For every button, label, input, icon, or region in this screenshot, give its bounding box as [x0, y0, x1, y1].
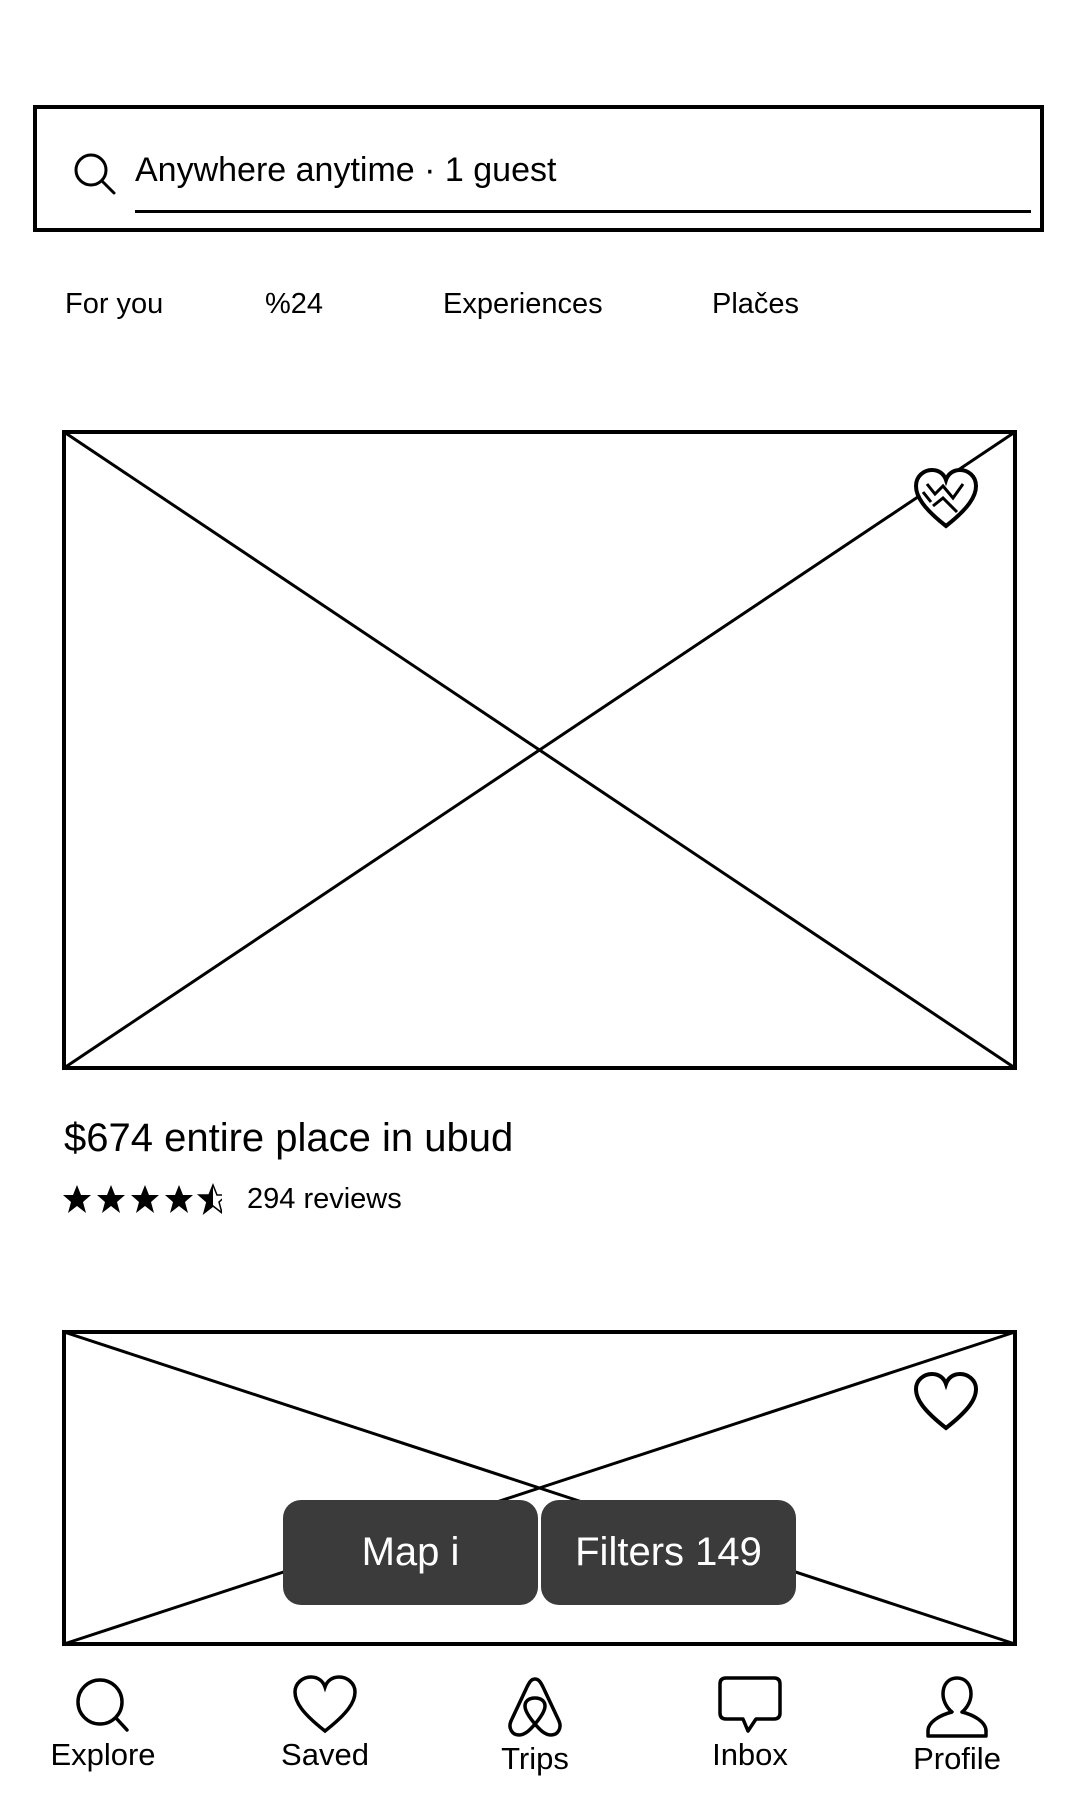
bottom-nav: Explore Saved Trips Inbox Profile	[0, 1665, 1080, 1800]
tab-for-you[interactable]: For you	[65, 288, 164, 320]
filters-button[interactable]: Filters 149	[541, 1500, 796, 1605]
rating-stars	[62, 1182, 228, 1216]
heart-icon[interactable]	[913, 1371, 979, 1437]
nav-inbox[interactable]: Inbox	[675, 1675, 825, 1773]
listing-image[interactable]	[62, 1330, 1017, 1646]
nav-saved[interactable]: Saved	[250, 1675, 400, 1773]
nav-label: Saved	[281, 1737, 369, 1772]
airbnb-logo-icon	[508, 1677, 562, 1737]
search-icon	[73, 152, 117, 196]
nav-profile[interactable]: Profile	[882, 1675, 1032, 1777]
tab-deals[interactable]: %24	[265, 288, 324, 320]
tab-places[interactable]: Plačes	[712, 288, 800, 320]
search-input[interactable]: Anywhere anytime · 1 guest	[135, 151, 557, 189]
review-count: 294 reviews	[247, 1183, 402, 1215]
nav-label: Profile	[913, 1741, 1001, 1776]
nav-label: Trips	[501, 1741, 569, 1776]
listing-title[interactable]: $674 entire place in ubud	[64, 1116, 514, 1160]
chat-bubble-icon	[718, 1676, 782, 1733]
search-bar[interactable]	[33, 105, 1044, 232]
heart-icon[interactable]	[913, 467, 979, 535]
nav-label: Inbox	[712, 1737, 788, 1772]
nav-label: Explore	[50, 1737, 156, 1772]
listing-image[interactable]	[62, 430, 1017, 1070]
heart-icon	[293, 1675, 357, 1734]
search-underline	[135, 210, 1031, 213]
nav-explore[interactable]: Explore	[28, 1675, 178, 1773]
map-button[interactable]: Map i	[283, 1500, 538, 1605]
person-icon	[926, 1676, 988, 1738]
nav-trips[interactable]: Trips	[460, 1675, 610, 1777]
search-icon	[76, 1678, 129, 1732]
tab-experiences[interactable]: Experiences	[443, 288, 603, 320]
